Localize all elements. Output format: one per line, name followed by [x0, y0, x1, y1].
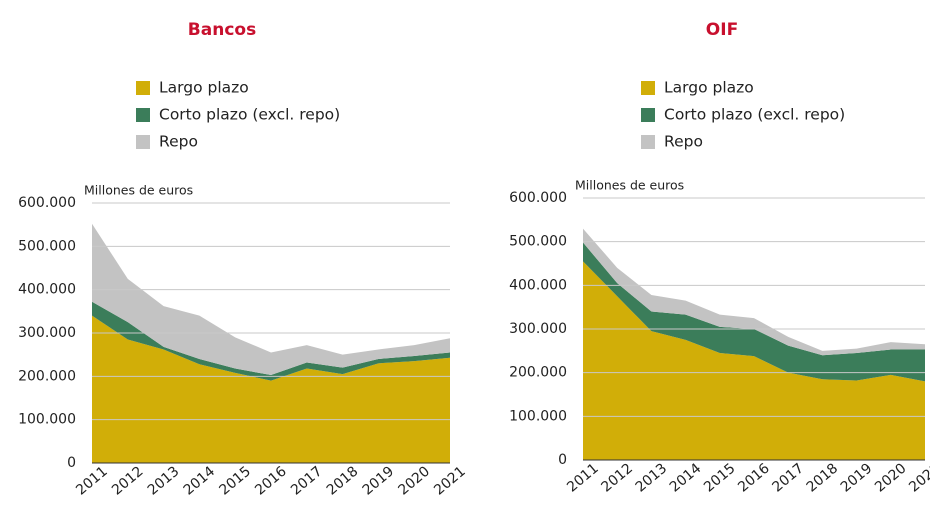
- area: [92, 223, 450, 376]
- x-tick-label: 2014: [667, 460, 705, 495]
- legend-swatch: [641, 135, 655, 149]
- x-tick-label: 2016: [252, 463, 290, 498]
- x-tick-label: 2019: [838, 460, 876, 495]
- y-tick-label: 600.000: [509, 190, 567, 206]
- x-tick-label: 2021: [906, 460, 930, 495]
- area: [583, 261, 925, 460]
- legend-label: Corto plazo (excl. repo): [664, 106, 845, 124]
- x-tick-label: 2012: [109, 463, 147, 498]
- legend-swatch: [136, 135, 150, 149]
- x-tick-label: 2020: [872, 460, 910, 495]
- y-tick-label: 300.000: [18, 325, 76, 341]
- y-tick-label: 500.000: [509, 234, 567, 250]
- y-axis-label: Millones de euros: [84, 183, 193, 198]
- legend-label: Largo plazo: [159, 79, 249, 97]
- x-tick-label: 2017: [288, 463, 326, 498]
- y-tick-label: 200.000: [509, 365, 567, 381]
- y-tick-label: 0: [558, 452, 567, 468]
- y-tick-label: 300.000: [509, 321, 567, 337]
- y-tick-label: 200.000: [18, 368, 76, 384]
- x-tick-label: 2019: [360, 463, 398, 498]
- area: [92, 315, 450, 463]
- y-tick-label: 100.000: [509, 408, 567, 424]
- area: [583, 228, 925, 356]
- x-tick-label: 2011: [73, 463, 111, 498]
- y-tick-label: 600.000: [18, 195, 76, 211]
- legend-swatch: [641, 108, 655, 122]
- legend-swatch: [641, 81, 655, 95]
- x-tick-label: 2012: [598, 460, 636, 495]
- y-tick-label: 400.000: [509, 277, 567, 293]
- legend-swatch: [136, 108, 150, 122]
- x-tick-label: 2014: [181, 463, 219, 498]
- legend-label: Repo: [664, 133, 703, 151]
- x-tick-label: 2016: [735, 460, 773, 495]
- y-tick-label: 400.000: [18, 282, 76, 298]
- y-tick-label: 500.000: [18, 238, 76, 254]
- chart-title: OIF: [706, 20, 738, 40]
- x-tick-label: 2015: [701, 460, 739, 495]
- y-tick-label: 0: [67, 455, 76, 471]
- area: [583, 242, 925, 382]
- x-tick-label: 2021: [431, 463, 469, 498]
- x-tick-label: 2018: [324, 463, 362, 498]
- x-tick-label: 2017: [769, 460, 807, 495]
- chart-title: Bancos: [188, 20, 256, 40]
- x-tick-label: 2011: [564, 460, 602, 495]
- x-tick-label: 2020: [395, 463, 433, 498]
- y-axis-label: Millones de euros: [575, 178, 684, 193]
- x-tick-label: 2018: [804, 460, 842, 495]
- x-tick-label: 2015: [216, 463, 254, 498]
- legend-swatch: [136, 81, 150, 95]
- legend-label: Largo plazo: [664, 79, 754, 97]
- x-tick-label: 2013: [633, 460, 671, 495]
- y-tick-label: 100.000: [18, 412, 76, 428]
- x-tick-label: 2013: [145, 463, 183, 498]
- legend-label: Corto plazo (excl. repo): [159, 106, 340, 124]
- legend-label: Repo: [159, 133, 198, 151]
